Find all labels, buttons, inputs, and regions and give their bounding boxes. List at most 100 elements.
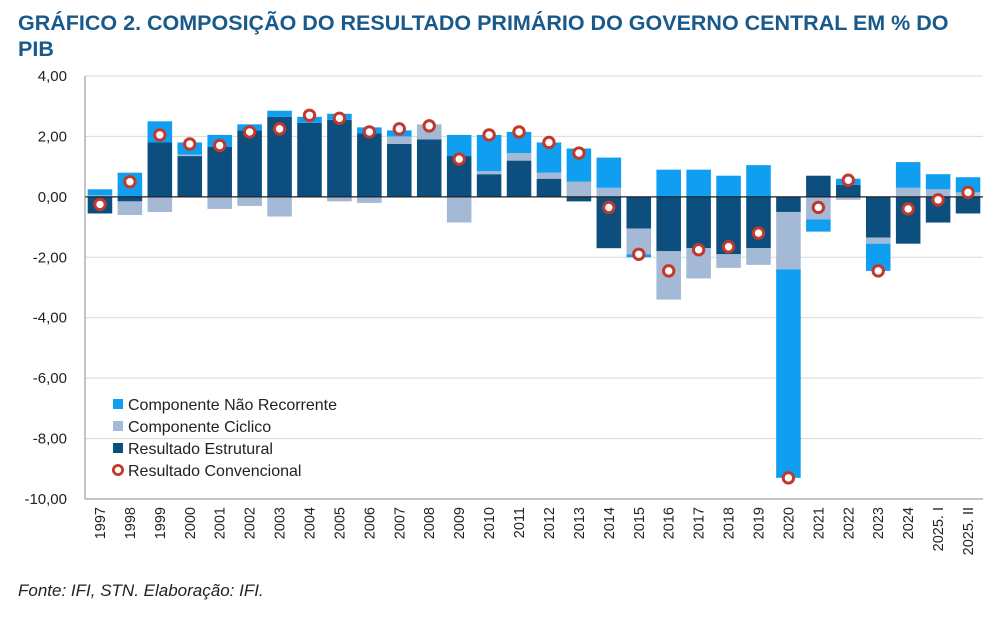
bar-resultado-estrutural (327, 119, 352, 197)
bar-componente-ciclico (87, 195, 113, 197)
x-tick-label: 1998 (123, 507, 139, 539)
bar-componente-nao-recorrente (776, 269, 801, 478)
x-tick-label: 2014 (602, 507, 618, 539)
x-tick-label: 2005 (332, 507, 348, 539)
x-tick-label: 2025. I (931, 507, 947, 551)
marker-resultado-convencional (213, 138, 227, 153)
bar-componente-ciclico (446, 196, 472, 223)
x-tick-label: 2002 (243, 507, 259, 539)
x-tick-label: 2010 (482, 507, 498, 539)
bar-resultado-estrutural (776, 196, 801, 212)
bar-resultado-estrutural (177, 156, 203, 197)
x-tick-label: 2024 (901, 507, 917, 539)
x-tick-label: 2019 (752, 507, 768, 539)
legend: Componente Não Recorrente Componente Cicl… (112, 397, 337, 480)
x-tick-label: 2004 (303, 507, 319, 539)
marker-resultado-convencional (961, 185, 975, 200)
bar-componente-ciclico (267, 196, 292, 217)
bar-componente-ciclico (536, 172, 562, 179)
marker-resultado-convencional (691, 243, 706, 257)
bar-componente-ciclico (746, 248, 771, 265)
bar-componente-nao-recorrente (895, 162, 921, 188)
bar-resultado-estrutural (626, 196, 652, 229)
marker-resultado-convencional (332, 111, 347, 126)
x-tick-label: 2022 (841, 507, 857, 539)
marker-resultado-convencional (811, 200, 826, 215)
bar-componente-ciclico (357, 196, 382, 203)
bar-resultado-estrutural (836, 184, 861, 197)
bar-componente-nao-recorrente (806, 219, 831, 232)
bar-resultado-estrutural (955, 196, 981, 214)
marker-resultado-convencional (93, 197, 107, 212)
marker-resultado-convencional (542, 135, 556, 150)
x-tick-label: 2013 (572, 507, 588, 539)
bar-componente-ciclico (117, 201, 143, 215)
bar-componente-nao-recorrente (596, 157, 622, 188)
y-tick-label: -6,00 (33, 370, 67, 387)
bar-resultado-estrutural (357, 133, 382, 197)
legend-ciclico-swatch (113, 421, 123, 431)
bar-componente-nao-recorrente (925, 174, 951, 190)
bar-componente-nao-recorrente (506, 131, 532, 154)
x-tick-label: 2003 (273, 507, 289, 539)
bar-componente-nao-recorrente (716, 175, 741, 197)
marker-resultado-convencional (901, 202, 915, 216)
bar-componente-nao-recorrente (267, 110, 292, 117)
bar-resultado-estrutural (297, 122, 322, 197)
x-tick-label: 2016 (662, 507, 678, 539)
bar-componente-ciclico (596, 187, 622, 197)
bar-componente-ciclico (716, 254, 741, 268)
marker-resultado-convencional (482, 128, 496, 142)
x-tick-label: 2009 (452, 507, 468, 539)
bar-componente-nao-recorrente (656, 169, 681, 197)
y-tick-label: -4,00 (33, 310, 67, 327)
marker-resultado-convencional (602, 200, 616, 215)
bar-componente-ciclico (476, 171, 502, 175)
x-tick-label: 2007 (392, 507, 408, 539)
bar-componente-ciclico (207, 196, 232, 209)
bar-componente-ciclico (177, 154, 203, 157)
bar-resultado-estrutural (746, 196, 771, 249)
x-tick-label: 1997 (93, 507, 109, 539)
x-tick-label: 2006 (362, 507, 378, 539)
bar-resultado-estrutural (117, 196, 143, 202)
x-tick-label: 2008 (422, 507, 438, 539)
x-tick-label: 2012 (542, 507, 558, 539)
x-tick-label: 2020 (781, 507, 797, 539)
x-tick-label: 2015 (632, 507, 648, 539)
bar-componente-nao-recorrente (686, 169, 711, 197)
marker-resultado-convencional (751, 226, 766, 240)
x-tick-label: 2021 (811, 507, 827, 539)
marker-resultado-convencional (153, 128, 167, 142)
bar-componente-ciclico (836, 196, 861, 200)
markers (93, 108, 975, 485)
bar-resultado-estrutural (506, 160, 532, 197)
marker-resultado-convencional (362, 125, 377, 139)
marker-resultado-convencional (931, 193, 945, 207)
bar-componente-nao-recorrente (746, 165, 771, 197)
bar-resultado-estrutural (806, 175, 831, 197)
x-tick-label: 2017 (692, 507, 708, 539)
y-tick-label: -8,00 (33, 431, 67, 448)
marker-resultado-convencional (572, 146, 586, 160)
bar-componente-nao-recorrente (955, 177, 981, 193)
bar-componente-nao-recorrente (446, 134, 472, 157)
marker-resultado-convencional (512, 125, 526, 139)
marker-resultado-convencional (302, 108, 317, 122)
marker-resultado-convencional (422, 119, 436, 133)
marker-resultado-convencional (781, 471, 796, 485)
x-tick-label: 2000 (183, 507, 199, 539)
axes: 4,00 2,00 0,00 -2,00 -4,00 -6,00 -8,00 -10,00 19… (24, 68, 983, 555)
marker-resultado-convencional (632, 247, 646, 261)
bar-componente-ciclico (925, 189, 951, 197)
bar-resultado-estrutural (566, 196, 592, 202)
y-tick-label: -2,00 (33, 249, 67, 266)
marker-resultado-convencional (123, 175, 137, 189)
bar-resultado-estrutural (207, 147, 232, 197)
legend-nao-recorrente-swatch (113, 399, 123, 409)
x-tick-label: 2001 (213, 507, 229, 539)
bar-resultado-estrutural (656, 196, 681, 252)
bar-resultado-estrutural (686, 196, 711, 249)
legend-convencional-swatch (112, 463, 125, 476)
legend-nao-recorrente-label: Componente Não Recorrente (128, 397, 337, 414)
